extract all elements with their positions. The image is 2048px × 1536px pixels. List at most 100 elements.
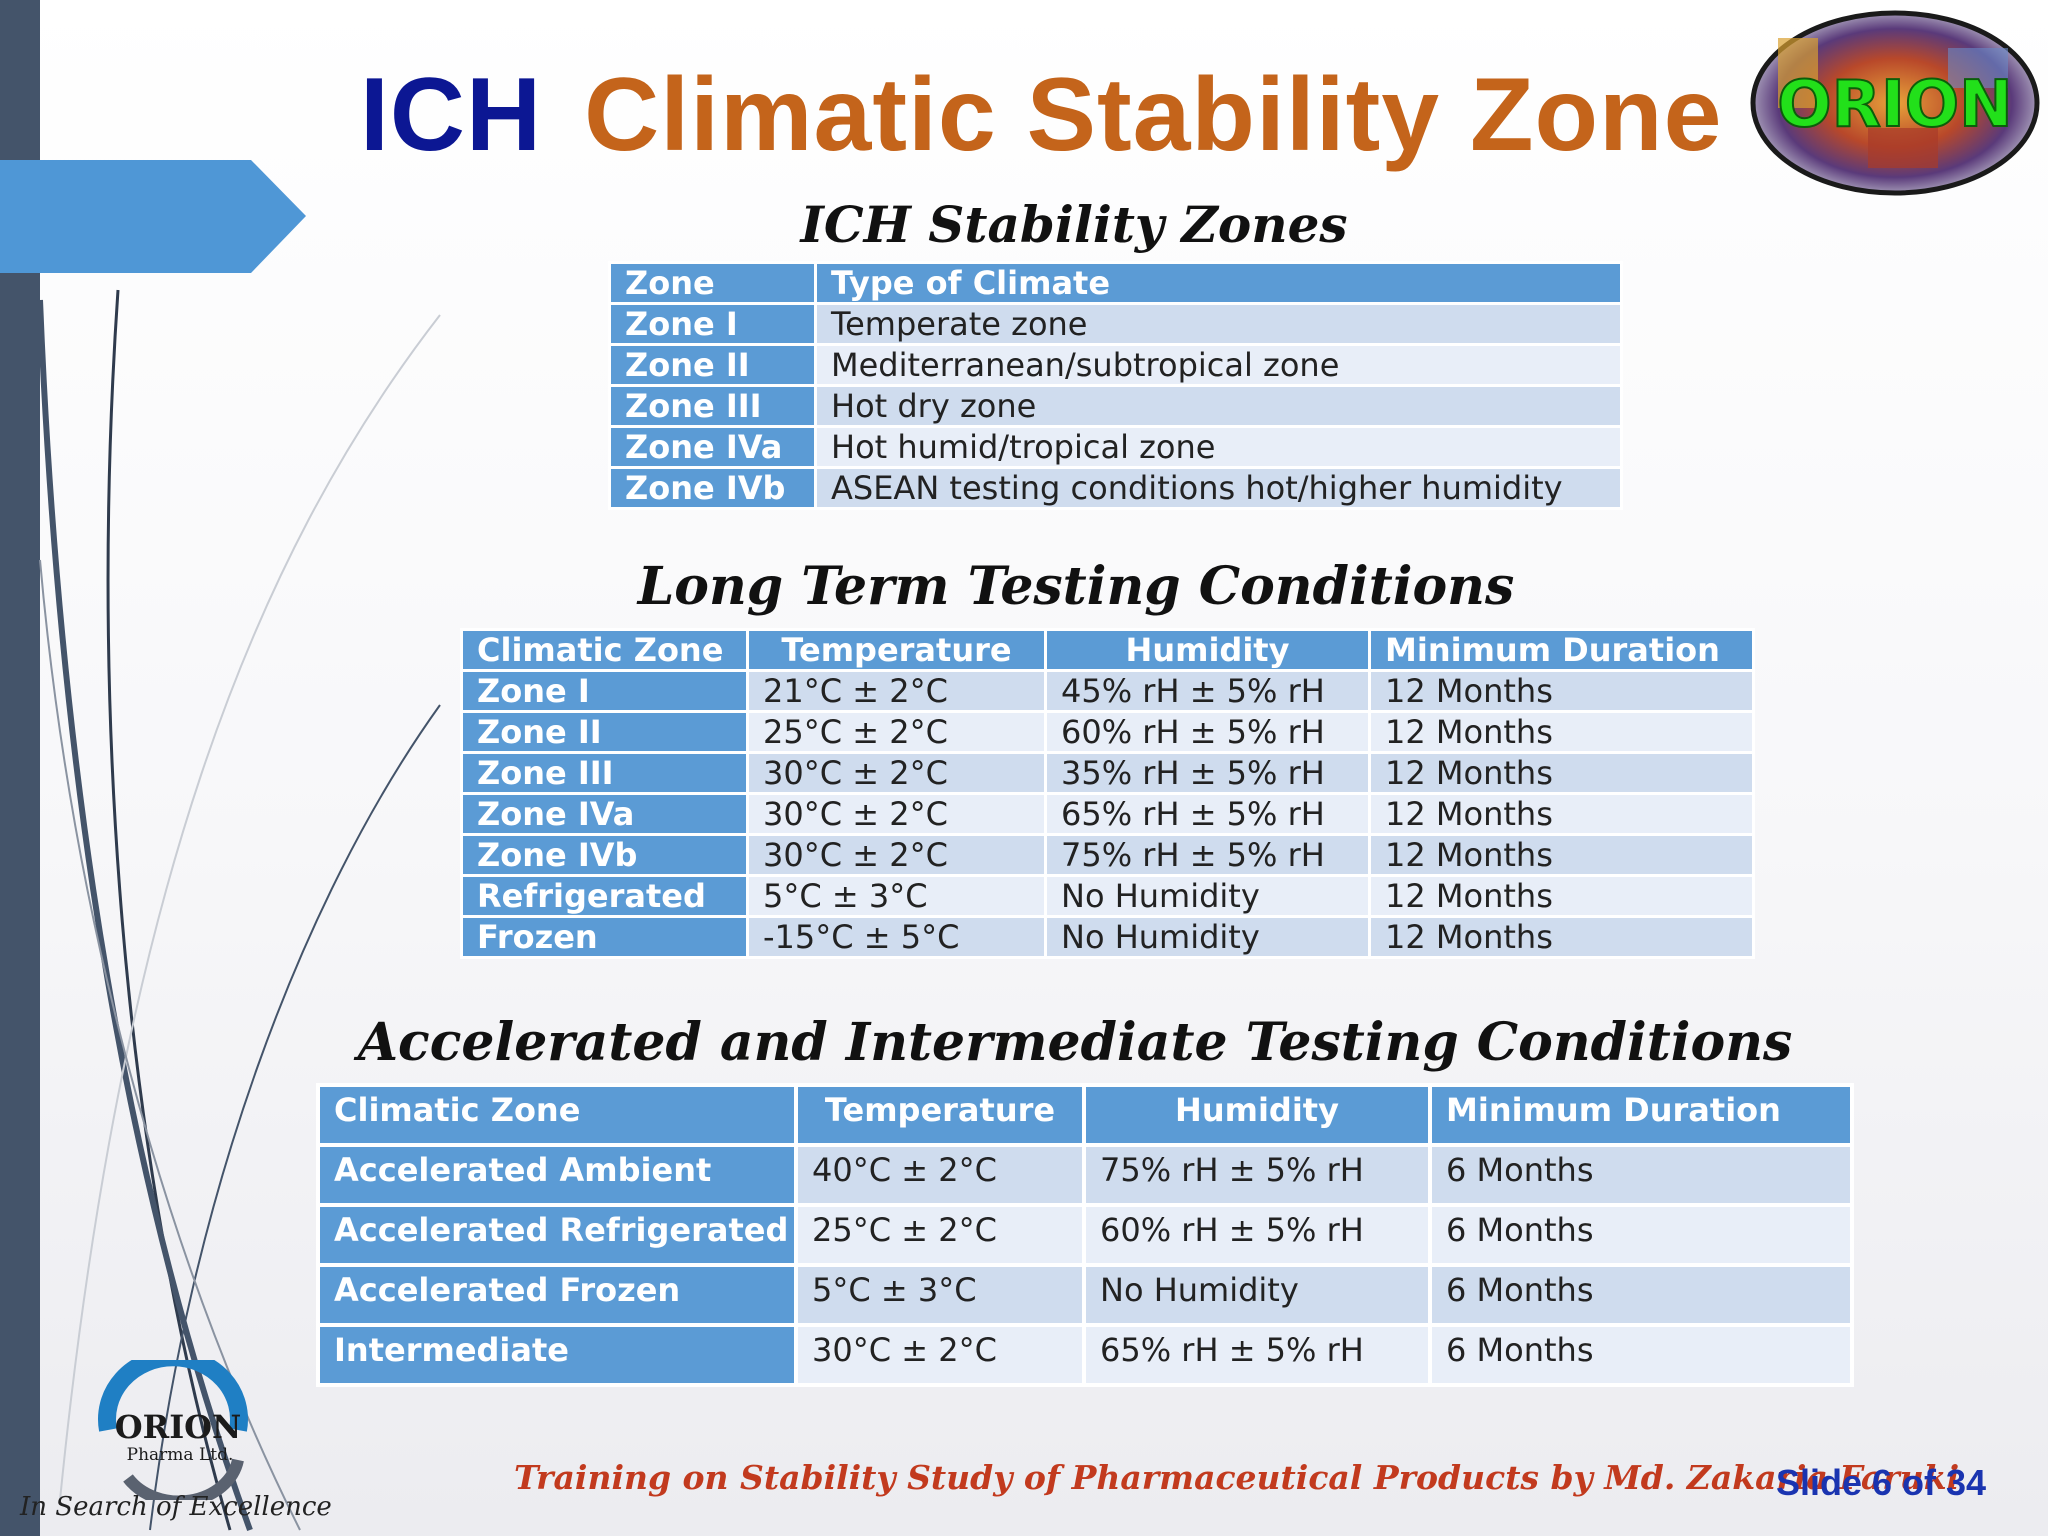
duration-cell: 12 Months [1368,792,1755,836]
table-header-row: Climatic Zone Temperature Humidity Minim… [316,1083,1854,1147]
table-row: Intermediate 30°C ± 2°C 65% rH ± 5% rH 6… [316,1323,1854,1387]
zone-cell: Zone III [608,384,817,428]
temperature-cell: 40°C ± 2°C [794,1143,1086,1207]
column-header: Humidity [1044,628,1371,672]
stability-zones-heading: ICH Stability Zones [800,195,1348,254]
column-header: Temperature [746,628,1047,672]
table-row: Accelerated Frozen 5°C ± 3°C No Humidity… [316,1263,1854,1327]
logo-text: ORION [1777,68,2012,142]
temperature-cell: 25°C ± 2°C [794,1203,1086,1267]
zone-cell: Zone II [608,343,817,387]
duration-cell: 6 Months [1428,1143,1854,1207]
table-row: Zone III 30°C ± 2°C 35% rH ± 5% rH 12 Mo… [460,751,1755,795]
orion-logo: ORION [1750,10,2040,196]
table-header-row: Zone Type of Climate [608,261,1623,305]
zone-cell: Zone IVa [608,425,817,469]
duration-cell: 6 Months [1428,1323,1854,1387]
orion-pharma-logo: ORION Pharma Ltd. [98,1360,248,1500]
humidity-cell: 65% rH ± 5% rH [1082,1323,1432,1387]
zone-cell: Accelerated Frozen [316,1263,798,1327]
duration-cell: 12 Months [1368,710,1755,754]
long-term-table: Climatic Zone Temperature Humidity Minim… [460,628,1755,959]
climate-cell: ASEAN testing conditions hot/higher humi… [814,466,1623,510]
zone-cell: Zone IVb [460,833,749,877]
humidity-cell: 60% rH ± 5% rH [1044,710,1371,754]
humidity-cell: 75% rH ± 5% rH [1044,833,1371,877]
temperature-cell: 30°C ± 2°C [746,833,1047,877]
column-header: Climatic Zone [460,628,749,672]
table-row: Refrigerated 5°C ± 3°C No Humidity 12 Mo… [460,874,1755,918]
logo-company-name: ORION [115,1408,242,1446]
column-header: Type of Climate [814,261,1623,305]
table-row: Zone III Hot dry zone [608,384,1623,428]
zone-cell: Zone IVa [460,792,749,836]
humidity-cell: 45% rH ± 5% rH [1044,669,1371,713]
table-row: Zone IVb 30°C ± 2°C 75% rH ± 5% rH 12 Mo… [460,833,1755,877]
decorative-arrow-tab [0,160,306,273]
temperature-cell: 30°C ± 2°C [794,1323,1086,1387]
humidity-cell: 60% rH ± 5% rH [1082,1203,1432,1267]
duration-cell: 6 Months [1428,1203,1854,1267]
zone-cell: Zone I [460,669,749,713]
temperature-cell: 30°C ± 2°C [746,792,1047,836]
zone-cell: Accelerated Ambient [316,1143,798,1207]
duration-cell: 12 Months [1368,751,1755,795]
table-row: Zone I 21°C ± 2°C 45% rH ± 5% rH 12 Mont… [460,669,1755,713]
zone-cell: Refrigerated [460,874,749,918]
temperature-cell: 5°C ± 3°C [746,874,1047,918]
zone-cell: Zone III [460,751,749,795]
climate-cell: Hot humid/tropical zone [814,425,1623,469]
climate-cell: Mediterranean/subtropical zone [814,343,1623,387]
table-row: Zone I Temperate zone [608,302,1623,346]
table-header-row: Climatic Zone Temperature Humidity Minim… [460,628,1755,672]
table-row: Zone II Mediterranean/subtropical zone [608,343,1623,387]
column-header: Humidity [1082,1083,1432,1147]
table-row: Zone IVa 30°C ± 2°C 65% rH ± 5% rH 12 Mo… [460,792,1755,836]
training-footer-text: Training on Stability Study of Pharmaceu… [514,1458,1960,1497]
duration-cell: 6 Months [1428,1263,1854,1327]
duration-cell: 12 Months [1368,915,1755,959]
stability-zones-table: Zone Type of Climate Zone I Temperate zo… [608,261,1623,510]
humidity-cell: 65% rH ± 5% rH [1044,792,1371,836]
table-row: Zone II 25°C ± 2°C 60% rH ± 5% rH 12 Mon… [460,710,1755,754]
duration-cell: 12 Months [1368,833,1755,877]
zone-cell: Frozen [460,915,749,959]
table-row: Frozen -15°C ± 5°C No Humidity 12 Months [460,915,1755,959]
table-row: Zone IVb ASEAN testing conditions hot/hi… [608,466,1623,510]
humidity-cell: No Humidity [1044,915,1371,959]
humidity-cell: 35% rH ± 5% rH [1044,751,1371,795]
zone-cell: Accelerated Refrigerated [316,1203,798,1267]
title-prefix: ICH [360,57,543,173]
page-title: ICH Climatic Stability Zone [360,50,1722,180]
accelerated-table: Climatic Zone Temperature Humidity Minim… [316,1083,1854,1387]
zone-cell: Zone IVb [608,466,817,510]
decorative-swoosh-lines [37,289,441,1532]
temperature-cell: -15°C ± 5°C [746,915,1047,959]
logo-company-sub: Pharma Ltd. [127,1445,234,1465]
column-header: Zone [608,261,817,305]
table-row: Accelerated Refrigerated 25°C ± 2°C 60% … [316,1203,1854,1267]
title-main: Climatic Stability Zone [584,57,1723,173]
temperature-cell: 21°C ± 2°C [746,669,1047,713]
duration-cell: 12 Months [1368,874,1755,918]
column-header: Temperature [794,1083,1086,1147]
column-header: Minimum Duration [1428,1083,1854,1147]
zone-cell: Zone I [608,302,817,346]
slide-number: Slide 6 of 34 [1776,1462,1987,1503]
tagline: In Search of Excellence [20,1492,332,1522]
column-header: Climatic Zone [316,1083,798,1147]
climate-cell: Temperate zone [814,302,1623,346]
humidity-cell: No Humidity [1082,1263,1432,1327]
duration-cell: 12 Months [1368,669,1755,713]
zone-cell: Intermediate [316,1323,798,1387]
temperature-cell: 5°C ± 3°C [794,1263,1086,1327]
humidity-cell: No Humidity [1044,874,1371,918]
temperature-cell: 25°C ± 2°C [746,710,1047,754]
long-term-heading: Long Term Testing Conditions [637,556,1515,617]
column-header: Minimum Duration [1368,628,1755,672]
table-row: Zone IVa Hot humid/tropical zone [608,425,1623,469]
accelerated-heading: Accelerated and Intermediate Testing Con… [357,1012,1793,1073]
humidity-cell: 75% rH ± 5% rH [1082,1143,1432,1207]
zone-cell: Zone II [460,710,749,754]
temperature-cell: 30°C ± 2°C [746,751,1047,795]
